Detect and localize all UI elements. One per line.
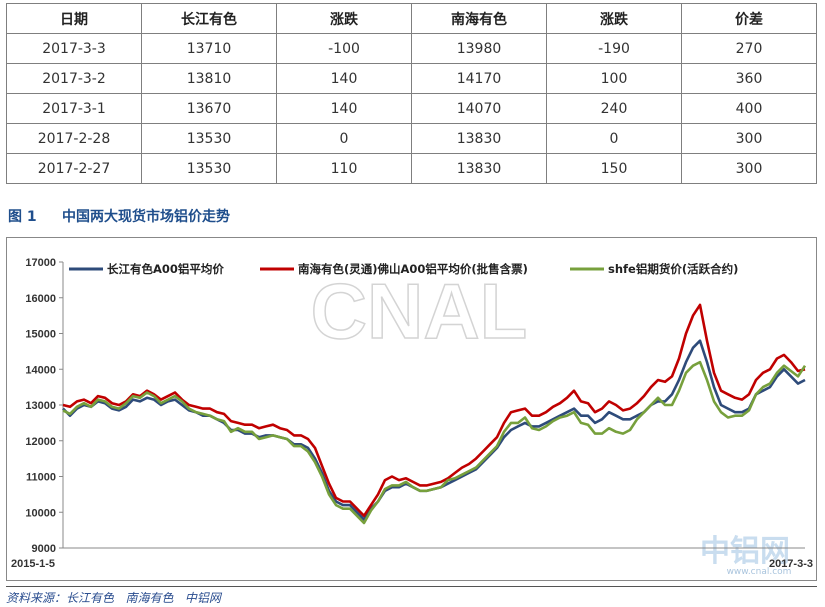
cell-spread: 360 — [681, 63, 817, 94]
cell-nanhai: 13980 — [411, 33, 547, 64]
cell-changjiang: 13710 — [141, 33, 277, 64]
y-tick-label: 14000 — [25, 364, 56, 376]
x-tick-label: 2017-3-3 — [769, 558, 813, 570]
cell-changjiang: 13670 — [141, 93, 277, 124]
legend-label: 长江有色A00铝平均价 — [107, 262, 224, 276]
source-divider — [6, 586, 817, 587]
source-note: 资料来源：长江有色 南海有色 中铝网 — [6, 591, 221, 605]
cell-changjiang: 13530 — [141, 123, 277, 154]
cell-spread: 400 — [681, 93, 817, 124]
cell-nanhai: 14170 — [411, 63, 547, 94]
legend-label: 南海有色(灵通)佛山A00铝平均价(批售含票) — [298, 262, 528, 276]
y-tick-label: 9000 — [32, 543, 56, 555]
header-change-1: 涨跌 — [276, 3, 412, 34]
y-tick-label: 12000 — [25, 436, 56, 448]
cell-change-2: -190 — [546, 33, 682, 64]
cell-spread: 300 — [681, 123, 817, 154]
cell-changjiang: 13810 — [141, 63, 277, 94]
header-change-2: 涨跌 — [546, 3, 682, 34]
watermark-cnal: CNAL — [311, 267, 528, 355]
watermark-url: www.cnal.com — [727, 567, 792, 577]
y-tick-label: 17000 — [25, 257, 56, 269]
figure-number: 图 1 — [8, 209, 37, 225]
series-lines — [62, 303, 807, 525]
y-tick-label: 10000 — [25, 507, 56, 519]
cell-change-2: 240 — [546, 93, 682, 124]
table-header-row: 日期 长江有色 涨跌 南海有色 涨跌 价差 — [6, 3, 817, 34]
y-axis: 9000 10000 11000 12000 13000 14000 15000 16000 1… — [25, 257, 64, 555]
watermark-logo: 中铝网 — [700, 534, 790, 569]
cell-spread: 270 — [681, 33, 817, 64]
table-row: 2017-3-2 13810 140 14170 100 360 — [6, 63, 817, 94]
table-row: 2017-2-27 13530 110 13830 150 300 — [6, 153, 817, 184]
series-line-3 — [62, 360, 807, 525]
line-chart: CNAL 中铝网 www.cnal.com 9000 10000 11000 1200… — [11, 257, 813, 577]
legend-label: shfe铝期货价(活跃合约) — [608, 262, 738, 276]
y-tick-label: 11000 — [26, 472, 56, 484]
cell-change-1: 0 — [276, 123, 412, 154]
cell-change-2: 0 — [546, 123, 682, 154]
y-tick-label: 16000 — [25, 293, 56, 305]
chart-frame: CNAL 中铝网 www.cnal.com 9000 10000 11000 1200… — [6, 237, 817, 581]
cell-changjiang: 13530 — [141, 153, 277, 184]
x-axis: 2015-1-5 2017-3-3 — [11, 547, 813, 570]
cell-spread: 300 — [681, 153, 817, 184]
price-table: 日期 长江有色 涨跌 南海有色 涨跌 价差 2017-3-3 13710 -10… — [6, 3, 817, 184]
figure-title-text: 中国两大现货市场铝价走势 — [62, 209, 230, 225]
header-spread: 价差 — [681, 3, 817, 34]
cell-nanhai: 13830 — [411, 153, 547, 184]
cell-change-1: 110 — [276, 153, 412, 184]
cell-date: 2017-3-1 — [6, 93, 142, 124]
cell-date: 2017-2-27 — [6, 153, 142, 184]
cell-date: 2017-3-3 — [6, 33, 142, 64]
cell-change-2: 150 — [546, 153, 682, 184]
y-tick-label: 15000 — [25, 329, 56, 341]
cell-nanhai: 14070 — [411, 93, 547, 124]
header-changjiang: 长江有色 — [141, 3, 277, 34]
cell-change-1: 140 — [276, 63, 412, 94]
header-nanhai: 南海有色 — [411, 3, 547, 34]
table-row: 2017-3-3 13710 -100 13980 -190 270 — [6, 33, 817, 64]
cell-date: 2017-2-28 — [6, 123, 142, 154]
series-line-2 — [62, 303, 806, 518]
x-tick-label: 2015-1-5 — [11, 558, 55, 570]
table-row: 2017-2-28 13530 0 13830 0 300 — [6, 123, 817, 154]
cell-change-1: 140 — [276, 93, 412, 124]
table-row: 2017-3-1 13670 140 14070 240 400 — [6, 93, 817, 124]
series-line-1 — [62, 339, 806, 521]
cell-change-1: -100 — [276, 33, 412, 64]
figure-title: 图 1 中国两大现货市场铝价走势 — [8, 206, 230, 226]
header-date: 日期 — [6, 3, 142, 34]
cell-nanhai: 13830 — [411, 123, 547, 154]
cell-date: 2017-3-2 — [6, 63, 142, 94]
y-tick-label: 13000 — [25, 400, 56, 412]
legend: 长江有色A00铝平均价 南海有色(灵通)佛山A00铝平均价(批售含票) shfe铝期… — [69, 262, 738, 276]
cell-change-2: 100 — [546, 63, 682, 94]
